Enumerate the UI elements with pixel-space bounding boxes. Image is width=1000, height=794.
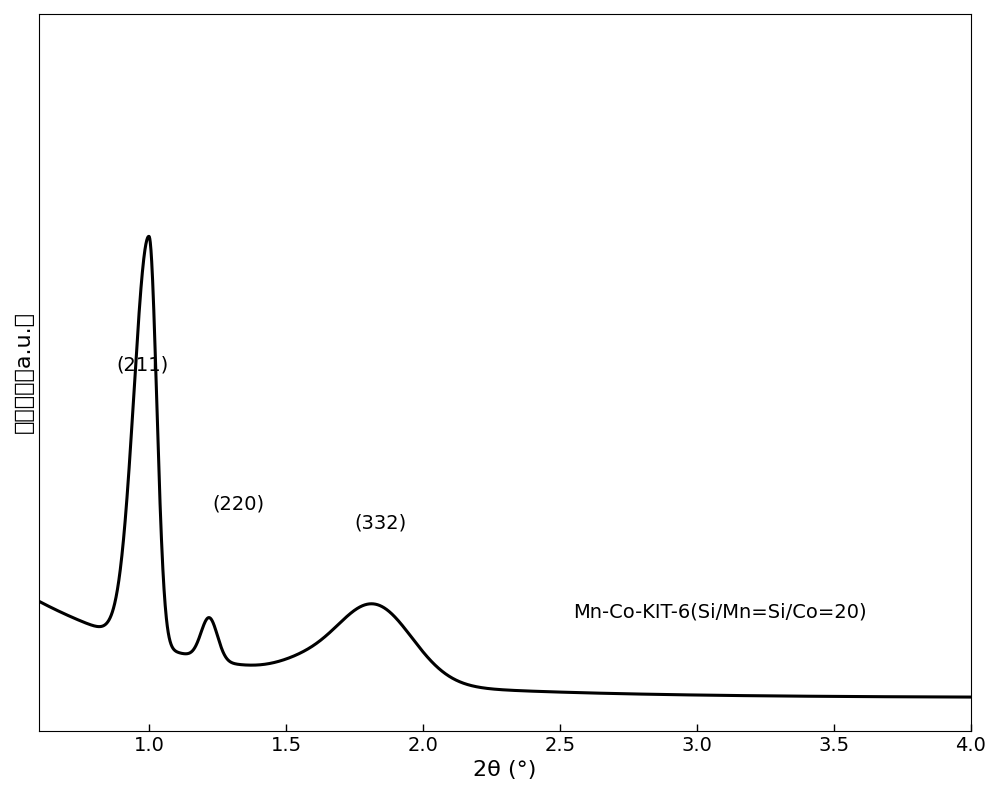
Y-axis label: 衍射强度（a.u.）: 衍射强度（a.u.） xyxy=(14,311,34,434)
Text: (211): (211) xyxy=(116,356,168,375)
X-axis label: 2θ (°): 2θ (°) xyxy=(473,760,537,781)
Text: (332): (332) xyxy=(354,514,407,533)
Text: Mn-Co-KIT-6(Si/Mn=Si/Co=20): Mn-Co-KIT-6(Si/Mn=Si/Co=20) xyxy=(574,603,867,622)
Text: (220): (220) xyxy=(212,494,264,513)
